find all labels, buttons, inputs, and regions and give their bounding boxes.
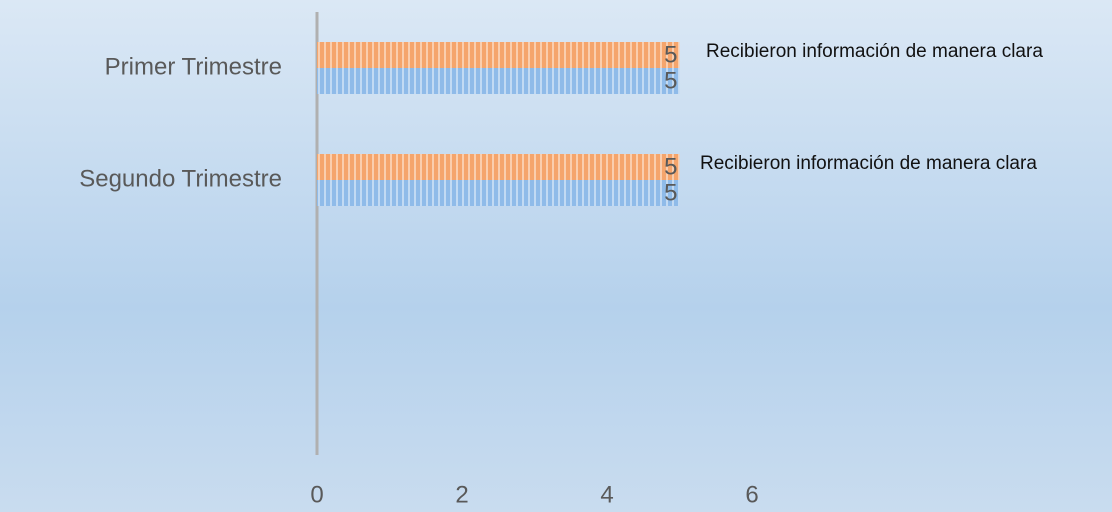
data-label: 5 <box>664 153 677 180</box>
x-tick-label: 6 <box>745 481 758 508</box>
x-tick-label: 4 <box>600 481 613 508</box>
data-label: 5 <box>664 41 677 68</box>
x-tick-label: 2 <box>455 481 468 508</box>
bar-texture <box>317 42 680 68</box>
annotation: Recibieron información de manera clara <box>706 41 1043 62</box>
y-tick-label: Segundo Trimestre <box>79 165 282 192</box>
data-label: 5 <box>664 67 677 94</box>
y-tick-label: Primer Trimestre <box>105 53 282 80</box>
annotation: Recibieron información de manera clara <box>700 153 1037 174</box>
bar-texture <box>317 68 680 94</box>
bar-texture <box>317 180 680 206</box>
x-tick-label: 0 <box>310 481 323 508</box>
data-label: 5 <box>664 179 677 206</box>
bar-texture <box>317 154 680 180</box>
